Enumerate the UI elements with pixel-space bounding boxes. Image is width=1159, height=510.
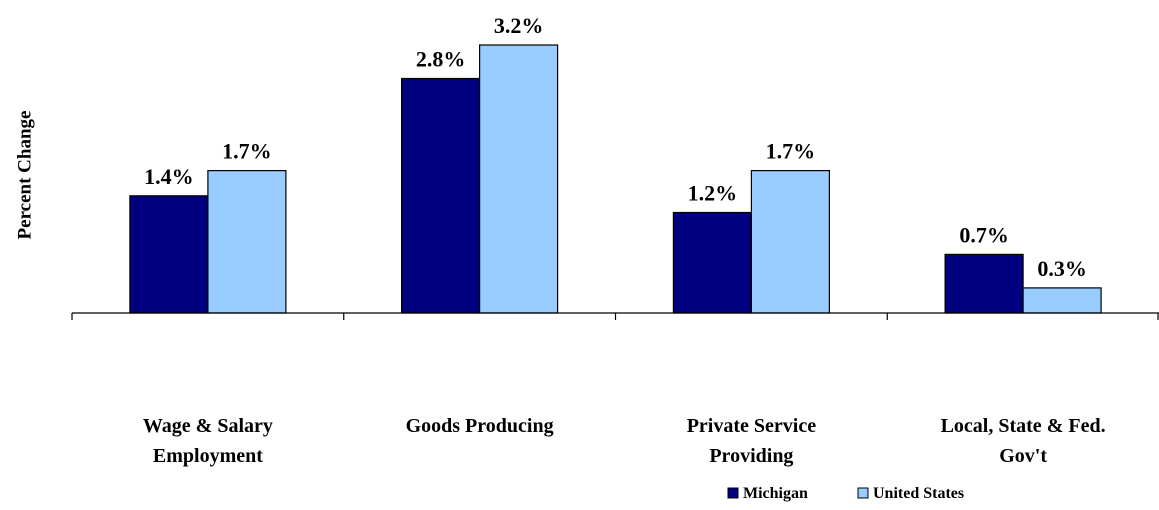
bar-michigan-2	[672, 211, 753, 314]
category-label-3: Local, State & Fed. Gov't	[941, 415, 1106, 467]
category-label-1: Goods Producing	[406, 415, 554, 437]
x-axis	[71, 312, 1159, 320]
bar-united-states-1	[479, 44, 559, 314]
legend-swatch-michigan	[727, 487, 739, 499]
legend-label-michigan: Michigan	[743, 485, 808, 502]
data-label-united-states-2: 1.7%	[766, 139, 816, 164]
data-label-michigan-3: 0.7%	[959, 222, 1009, 247]
data-label-michigan-1: 2.8%	[416, 47, 466, 72]
bar-united-states-2	[750, 170, 831, 314]
data-label-united-states-3: 0.3%	[1037, 256, 1087, 281]
bars-layer	[129, 44, 1102, 314]
legend-swatch-united-states	[857, 487, 869, 499]
category-labels: Wage & Salary Employment Goods Producing Pr…	[143, 415, 1106, 467]
legend-label-united-states: United States	[873, 485, 964, 502]
bar-michigan-0	[129, 195, 209, 314]
bar-michigan-1	[401, 77, 481, 314]
data-label-united-states-0: 1.7%	[222, 139, 272, 164]
bar-michigan-3	[944, 253, 1024, 314]
y-axis-label: Percent Change	[14, 111, 35, 240]
data-label-united-states-1: 3.2%	[494, 13, 544, 38]
category-label-2: Private Service Providing	[687, 415, 816, 467]
bar-united-states-0	[207, 170, 287, 314]
data-label-michigan-0: 1.4%	[144, 164, 194, 189]
category-label-0: Wage & Salary Employment	[143, 415, 273, 467]
legend: Michigan United States	[727, 485, 964, 502]
data-labels: 1.4% 1.7% 2.8% 3.2% 1.2% 1.7% 0.7% 0.3%	[144, 13, 1087, 281]
data-label-michigan-2: 1.2%	[688, 181, 738, 206]
bar-united-states-3	[1022, 287, 1102, 314]
